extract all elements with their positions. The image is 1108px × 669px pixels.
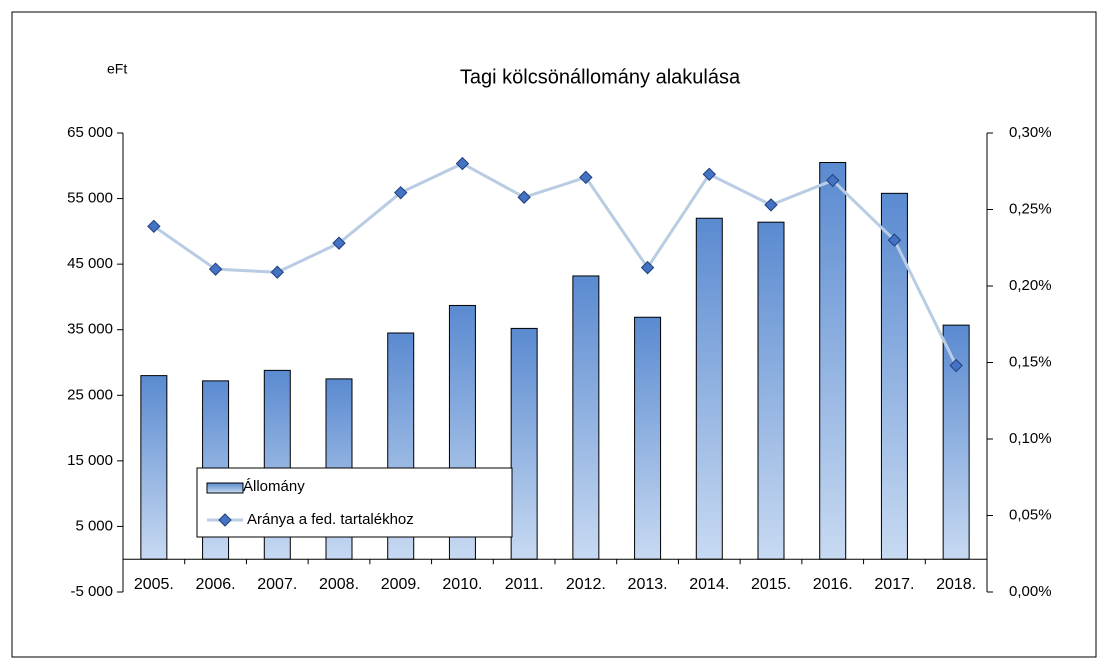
line-marker xyxy=(640,260,655,275)
chart-title: Tagi kölcsönállomány alakulása xyxy=(460,66,741,88)
bar xyxy=(757,221,785,560)
legend-swatch xyxy=(206,482,244,494)
line-marker xyxy=(949,358,963,373)
legend-label: Aránya a fed. tartalékhoz xyxy=(247,511,414,528)
y2-tick-label: 0,15% xyxy=(1009,353,1052,370)
x-tick-label: 2010. xyxy=(442,576,482,593)
x-tick-label: 2015. xyxy=(751,576,791,593)
legend-label: Állomány xyxy=(243,478,305,495)
x-tick-label: 2005. xyxy=(134,576,174,593)
y-unit-label: eFt xyxy=(107,61,127,77)
x-tick-label: 2011. xyxy=(505,576,544,593)
y2-tick-label: 0,20% xyxy=(1009,277,1052,294)
y-tick-label: 25 000 xyxy=(67,386,113,403)
line-marker xyxy=(394,185,408,200)
line-marker xyxy=(579,170,593,185)
y-tick-label: 5 000 xyxy=(75,517,113,534)
y2-tick-label: 0,00% xyxy=(1009,583,1052,600)
x-tick-label: 2007. xyxy=(257,576,297,593)
line-series xyxy=(153,161,958,367)
x-tick-label: 2006. xyxy=(196,576,236,593)
line-marker xyxy=(147,219,161,234)
y2-tick-label: 0,25% xyxy=(1009,200,1052,217)
bar xyxy=(572,275,600,560)
bar xyxy=(510,327,538,560)
line-marker xyxy=(208,262,223,276)
x-tick-label: 2013. xyxy=(628,576,668,593)
y-tick-label: 55 000 xyxy=(67,190,113,207)
line-marker xyxy=(332,236,346,250)
bar xyxy=(695,217,723,560)
x-tick-label: 2014. xyxy=(689,576,729,593)
frame xyxy=(11,11,1097,658)
x-tick-label: 2018. xyxy=(936,576,976,593)
y-tick-label: 15 000 xyxy=(67,452,113,469)
line-marker xyxy=(887,233,902,247)
y-tick-label: 65 000 xyxy=(67,124,113,141)
x-tick-label: 2016. xyxy=(813,576,853,593)
x-tick-label: 2017. xyxy=(874,576,914,593)
line-marker xyxy=(826,173,840,188)
y-tick-label: -5 000 xyxy=(70,583,113,600)
y-tick-label: 45 000 xyxy=(67,255,113,272)
x-tick-label: 2012. xyxy=(566,576,606,593)
legend-box xyxy=(196,467,513,538)
bar xyxy=(819,162,847,560)
bar xyxy=(634,316,662,560)
line-marker xyxy=(702,167,716,182)
y2-tick-label: 0,05% xyxy=(1009,506,1052,523)
line-marker xyxy=(455,156,470,171)
x-tick-label: 2009. xyxy=(381,576,421,593)
legend-marker xyxy=(218,513,232,527)
line-marker xyxy=(270,265,284,279)
line-marker xyxy=(517,190,531,204)
bar xyxy=(880,192,908,560)
y2-tick-label: 0,10% xyxy=(1009,430,1052,447)
y-tick-label: 35 000 xyxy=(67,321,113,338)
line-marker xyxy=(764,198,778,212)
y2-tick-label: 0,30% xyxy=(1009,124,1052,141)
x-tick-label: 2008. xyxy=(319,576,359,593)
bar xyxy=(140,375,168,560)
